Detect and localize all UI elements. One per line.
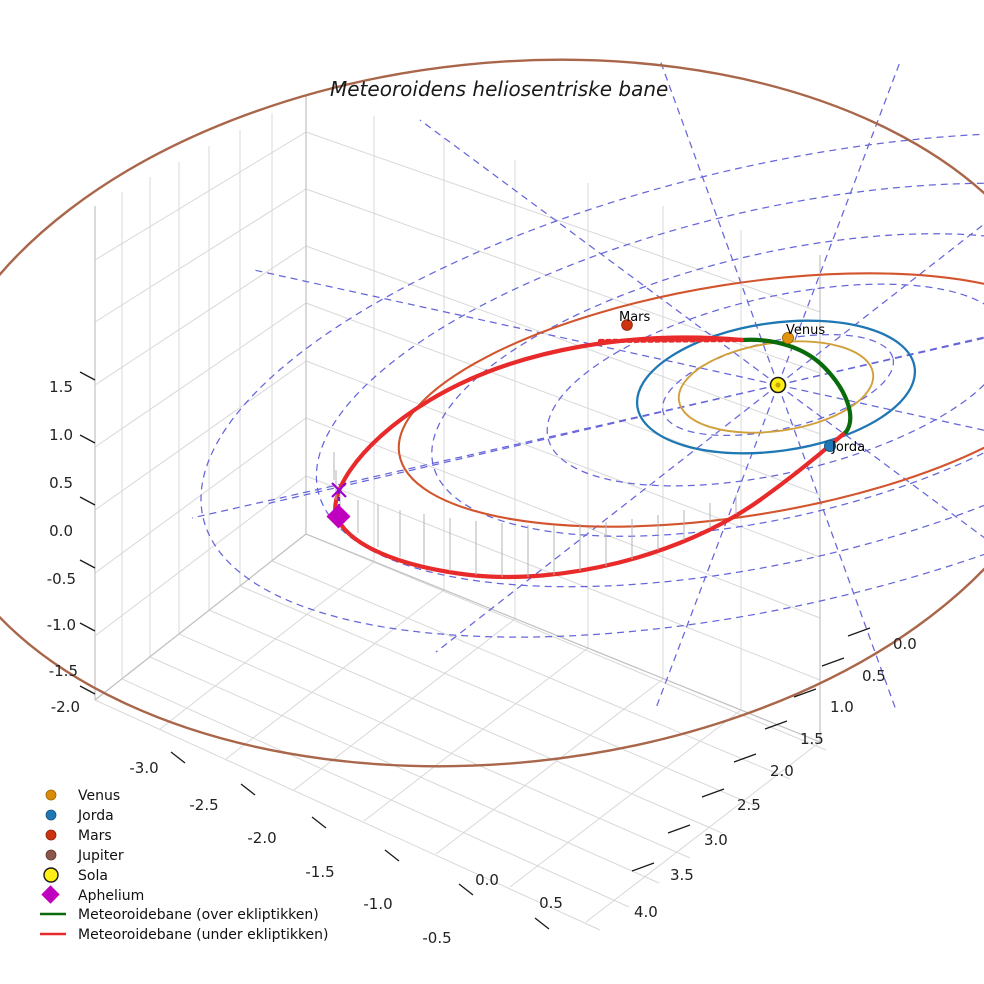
y-tick-label: 4.0 <box>634 903 658 921</box>
jorda-marker <box>824 439 837 452</box>
legend-item-sola[interactable]: Sola <box>43 867 108 884</box>
legend-item-mars[interactable]: Mars <box>45 828 112 844</box>
y-tick-labels: 0.0 0.5 1.0 1.5 2.0 2.5 3.0 3.5 4.0 <box>634 635 917 921</box>
aphelion-marker-group <box>326 482 351 529</box>
legend-item-venus[interactable]: Venus <box>45 788 120 804</box>
z-axis-ticks <box>79 371 96 695</box>
meteoroid-node-overlay <box>597 337 745 344</box>
orbit-jorda <box>635 319 917 455</box>
aphelion-diamond-icon <box>326 504 351 529</box>
meteoroid-stem-lines <box>333 452 737 577</box>
y-tick-label: 2.0 <box>770 762 794 780</box>
z-tick-label: -0.5 <box>47 570 76 588</box>
body-annotations: Mars Venus Jorda <box>619 310 865 455</box>
legend-label: Aphelium <box>78 888 144 904</box>
z-tick-label: 0.5 <box>49 474 73 492</box>
legend-item-meteoroid-below[interactable]: Meteoroidebane (under ekliptikken) <box>40 927 329 943</box>
y-tick-label: 0.0 <box>893 635 917 653</box>
legend-label: Sola <box>78 868 108 884</box>
right-wall-grid <box>305 95 821 743</box>
x-tick-label: -2.5 <box>189 796 218 814</box>
polar-grid <box>191 59 984 711</box>
page-title: Meteoroidens heliosentriske bane <box>330 77 668 101</box>
legend-label: Venus <box>78 788 120 804</box>
x-tick-label: -3.0 <box>129 759 158 777</box>
floor-grid-y <box>94 533 821 923</box>
floor-grid-x <box>94 533 827 931</box>
sola-swatch-icon <box>43 867 59 883</box>
z-tick-label: -1.5 <box>49 662 78 680</box>
z-tick-label: 0.0 <box>49 522 73 540</box>
x-tick-label: -0.5 <box>422 929 451 947</box>
venus-annotation-label: Venus <box>786 323 825 338</box>
axes3d-panes <box>94 95 827 931</box>
z-tick-label: 1.5 <box>49 378 73 396</box>
legend-item-jorda[interactable]: Jorda <box>45 808 114 824</box>
x-tick-label: 0.5 <box>539 894 563 912</box>
legend-item-jupiter[interactable]: Jupiter <box>45 848 124 864</box>
legend-label: Meteoroidebane (under ekliptikken) <box>78 927 329 943</box>
jorda-swatch-icon <box>45 809 57 821</box>
mars-swatch-icon <box>45 829 57 841</box>
y-tick-label: 3.5 <box>670 866 694 884</box>
orbit-mars <box>397 272 984 528</box>
legend-item-aphelium[interactable]: Aphelium <box>41 885 144 904</box>
aphelium-swatch-icon <box>41 885 60 904</box>
mars-annotation-label: Mars <box>619 310 651 325</box>
x-tick-labels: -3.0 -2.5 -2.0 -1.5 -1.0 -0.5 0.0 0.5 <box>129 759 563 947</box>
orbit-jupiter <box>0 58 984 768</box>
x-tick-label: -2.0 <box>247 829 276 847</box>
box-edges <box>94 95 821 743</box>
left-wall-grid <box>94 95 307 701</box>
legend-label: Mars <box>78 828 112 844</box>
z-tick-label: -2.0 <box>51 698 80 716</box>
orbit-venus <box>677 340 875 434</box>
venus-swatch-icon <box>45 789 57 801</box>
y-axis-ticks <box>631 627 871 872</box>
jorda-annotation-label: Jorda <box>831 440 865 455</box>
legend-item-meteoroid-above[interactable]: Meteoroidebane (over ekliptikken) <box>40 907 319 923</box>
z-tick-label: -1.0 <box>47 616 76 634</box>
meteoroid-orbit-above <box>739 337 853 435</box>
legend-label: Jorda <box>77 808 114 824</box>
z-tick-labels: 1.5 1.0 0.5 0.0 -0.5 -1.0 -1.5 -2.0 <box>47 378 80 716</box>
y-tick-label: 1.5 <box>800 730 824 748</box>
jupiter-swatch-icon <box>45 849 57 861</box>
y-tick-label: 3.0 <box>704 831 728 849</box>
legend: Venus Jorda Mars Jupiter Sola Aphelium <box>40 788 329 943</box>
planet-markers <box>621 319 837 452</box>
x-tick-label: -1.5 <box>305 863 334 881</box>
mars-marker <box>621 319 633 331</box>
y-tick-label: 1.0 <box>830 698 854 716</box>
meteoroid-orbit-below <box>333 335 849 580</box>
y-tick-label: 0.5 <box>862 667 886 685</box>
x-tick-label: 0.0 <box>475 871 499 889</box>
z-tick-label: 1.0 <box>49 426 73 444</box>
x-tick-label: -1.0 <box>363 895 392 913</box>
aphelion-cross-icon <box>331 482 347 498</box>
legend-label: Meteoroidebane (over ekliptikken) <box>78 907 319 923</box>
y-tick-label: 2.5 <box>737 796 761 814</box>
legend-label: Jupiter <box>77 848 124 864</box>
sun-marker <box>769 376 787 394</box>
x-axis-ticks <box>170 751 550 930</box>
venus-marker <box>782 331 795 344</box>
